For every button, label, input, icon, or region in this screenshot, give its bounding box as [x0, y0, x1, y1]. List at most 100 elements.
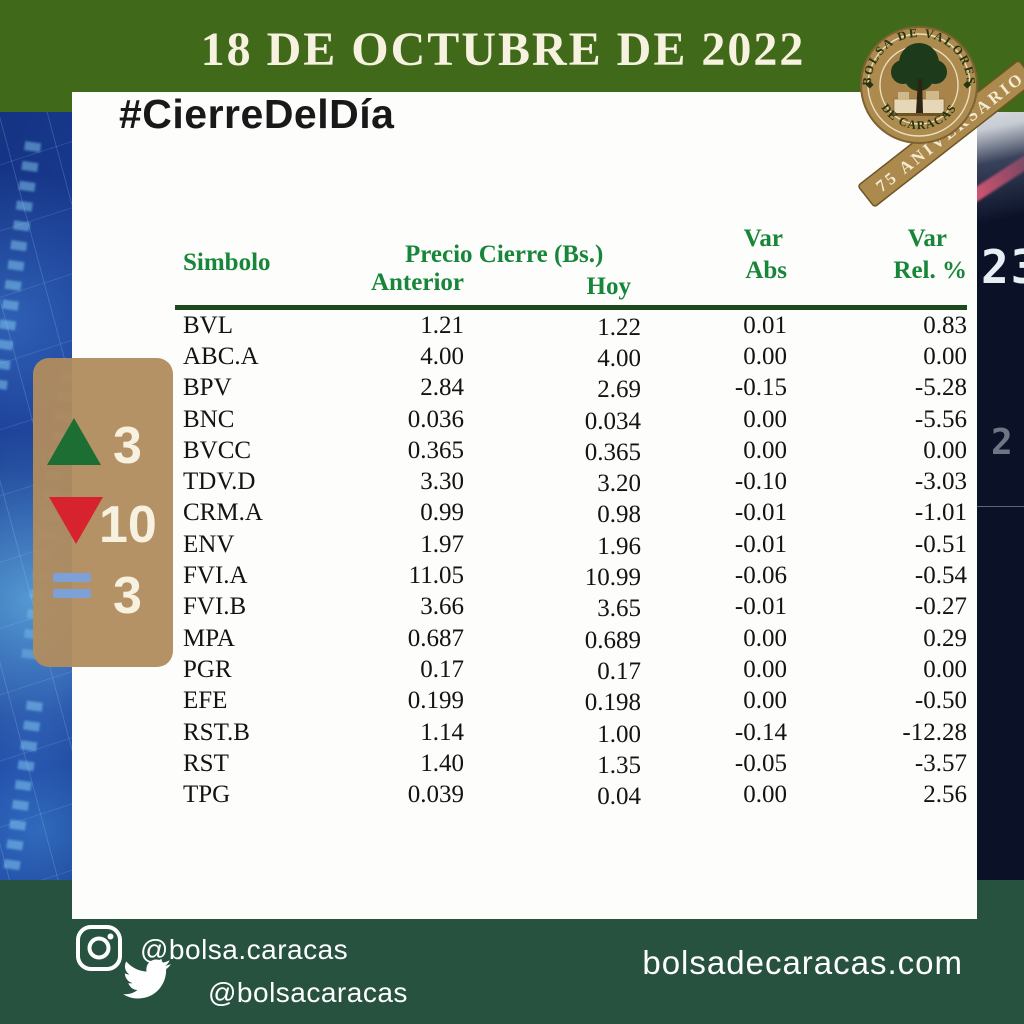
- var-abs-cell: -0.01: [734, 499, 787, 527]
- down-triangle-icon: [49, 497, 103, 544]
- col-header-previous: Anterior: [370, 269, 464, 296]
- previous-cell: 0.036: [407, 405, 464, 433]
- background-horizontal-line: [977, 506, 1024, 507]
- symbol-cell: MPA: [183, 624, 235, 652]
- var-abs-cell: 0.00: [743, 624, 787, 652]
- today-cell: 3.65: [597, 595, 641, 623]
- previous-cell: 0.687: [407, 624, 464, 652]
- today-cell: 0.365: [584, 438, 641, 466]
- var-abs-cell: 0.00: [743, 781, 787, 809]
- symbol-cell: FVI.B: [183, 593, 247, 621]
- var-rel-cell: -0.50: [914, 687, 967, 715]
- closing-prices-table: Simbolo Precio Cierre (Bs.) Anterior Hoy…: [175, 225, 967, 811]
- previous-cell: 3.66: [420, 593, 464, 621]
- symbol-cell: PGR: [183, 655, 232, 683]
- var-abs-cell: -0.01: [734, 530, 787, 558]
- previous-cell: 11.05: [408, 562, 464, 590]
- table-rows: BVL 1.21 1.22 0.01 0.83 ABC.A 4.00 4.00 …: [175, 310, 967, 811]
- symbol-cell: TDV.D: [183, 468, 256, 496]
- previous-cell: 0.17: [420, 655, 464, 683]
- var-rel-cell: 0.00: [923, 436, 967, 464]
- table-header-rule: [175, 305, 967, 310]
- table-header: Simbolo Precio Cierre (Bs.) Anterior Hoy…: [175, 225, 967, 305]
- symbol-cell: BNC: [183, 405, 235, 433]
- symbol-cell: BVL: [183, 311, 233, 339]
- var-abs-cell: -0.15: [734, 374, 787, 402]
- var-rel-cell: -0.27: [914, 593, 967, 621]
- var-abs-cell: -0.14: [734, 718, 787, 746]
- up-count: 3: [113, 417, 142, 475]
- down-count: 10: [99, 496, 157, 554]
- symbol-cell: BVCC: [183, 436, 252, 464]
- symbol-cell: FVI.A: [183, 562, 248, 590]
- col-header-var-rel: Rel. %: [893, 257, 967, 284]
- var-rel-cell: -5.56: [914, 405, 967, 433]
- var-abs-cell: -0.06: [734, 562, 787, 590]
- col-header-var-abs: Var: [743, 225, 783, 252]
- var-abs-cell: -0.05: [734, 749, 787, 777]
- var-rel-cell: -3.57: [914, 749, 967, 777]
- var-rel-cell: -1.01: [914, 499, 967, 527]
- today-cell: 1.00: [597, 720, 641, 748]
- var-rel-cell: -0.54: [914, 562, 967, 590]
- col-header-price-group: Precio Cierre (Bs.): [405, 241, 604, 268]
- today-cell: 0.04: [597, 783, 641, 811]
- equal-icon: [53, 573, 91, 605]
- var-rel-cell: -5.28: [914, 374, 967, 402]
- today-cell: 1.22: [597, 313, 641, 341]
- symbol-cell: RST.B: [183, 718, 250, 746]
- previous-cell: 1.97: [420, 530, 464, 558]
- twitter-handle: @bolsacaracas: [208, 977, 408, 1008]
- led-digits-faint: 2: [991, 422, 1015, 463]
- var-rel-cell: 2.56: [923, 781, 967, 809]
- var-abs-cell: 0.00: [743, 342, 787, 370]
- var-abs-cell: 0.01: [743, 311, 787, 339]
- previous-cell: 0.199: [407, 687, 464, 715]
- today-cell: 1.35: [597, 751, 641, 779]
- hashtag-title: #CierreDelDía: [119, 91, 395, 137]
- today-cell: 1.96: [597, 532, 641, 560]
- content-card: [72, 92, 977, 919]
- today-cell: 0.98: [597, 501, 641, 529]
- date-title: 18 DE OCTUBRE DE 2022: [200, 23, 806, 76]
- website-url: bolsadecaracas.com: [642, 944, 963, 981]
- today-cell: 0.17: [597, 657, 641, 685]
- col-header-symbol: Simbolo: [183, 249, 271, 276]
- var-abs-cell: 0.00: [743, 687, 787, 715]
- previous-cell: 1.14: [420, 718, 464, 746]
- previous-cell: 0.039: [407, 781, 464, 809]
- symbol-cell: RST: [183, 749, 229, 777]
- var-rel-cell: 0.83: [923, 311, 967, 339]
- today-cell: 2.69: [597, 376, 641, 404]
- var-abs-cell: 0.00: [743, 405, 787, 433]
- today-cell: 4.00: [597, 344, 641, 372]
- var-abs-cell: 0.00: [743, 436, 787, 464]
- previous-cell: 1.40: [420, 749, 464, 777]
- previous-cell: 0.99: [420, 499, 464, 527]
- tree-icon: [891, 43, 947, 113]
- up-triangle-icon: [47, 418, 101, 465]
- twitter-icon: [123, 959, 171, 999]
- instagram-handle: @bolsa.caracas: [140, 934, 349, 965]
- symbol-cell: CRM.A: [183, 499, 263, 527]
- background-right-strip: 23 2: [977, 92, 1024, 880]
- col-header-today: Hoy: [586, 273, 631, 300]
- stats-panel: 3 10 3: [33, 358, 173, 667]
- today-cell: 0.198: [584, 689, 641, 717]
- previous-cell: 3.30: [420, 468, 464, 496]
- today-cell: 0.034: [584, 407, 641, 435]
- instagram-icon: [76, 925, 122, 971]
- previous-cell: 4.00: [420, 342, 464, 370]
- previous-cell: 0.365: [407, 436, 464, 464]
- equal-count: 3: [113, 567, 142, 625]
- var-abs-cell: 0.00: [743, 655, 787, 683]
- var-rel-cell: -12.28: [902, 718, 967, 746]
- var-abs-cell: -0.01: [734, 593, 787, 621]
- var-rel-cell: 0.00: [923, 655, 967, 683]
- symbol-cell: EFE: [183, 687, 228, 715]
- previous-cell: 1.21: [420, 311, 464, 339]
- equal-bar: [53, 589, 91, 598]
- symbol-cell: ABC.A: [183, 342, 259, 370]
- var-rel-cell: 0.00: [923, 342, 967, 370]
- var-rel-cell: 0.29: [923, 624, 967, 652]
